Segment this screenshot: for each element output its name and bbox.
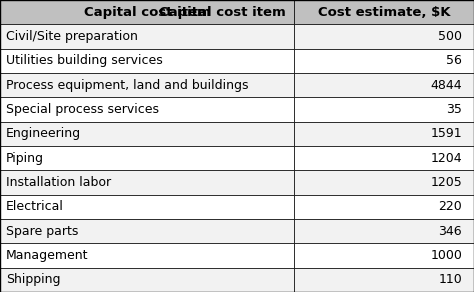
Text: Utilities building services: Utilities building services bbox=[6, 54, 163, 67]
FancyBboxPatch shape bbox=[0, 195, 294, 219]
FancyBboxPatch shape bbox=[294, 146, 474, 170]
FancyBboxPatch shape bbox=[294, 97, 474, 122]
FancyBboxPatch shape bbox=[0, 146, 294, 170]
Text: Capital cost item: Capital cost item bbox=[83, 6, 210, 19]
Text: 1204: 1204 bbox=[430, 152, 462, 165]
Text: 346: 346 bbox=[438, 225, 462, 238]
FancyBboxPatch shape bbox=[294, 0, 474, 24]
FancyBboxPatch shape bbox=[0, 97, 294, 122]
FancyBboxPatch shape bbox=[294, 122, 474, 146]
FancyBboxPatch shape bbox=[0, 73, 294, 97]
Text: Process equipment, land and buildings: Process equipment, land and buildings bbox=[6, 79, 248, 92]
FancyBboxPatch shape bbox=[0, 0, 294, 24]
Text: 4844: 4844 bbox=[430, 79, 462, 92]
Text: 500: 500 bbox=[438, 30, 462, 43]
Text: 220: 220 bbox=[438, 200, 462, 213]
Text: 35: 35 bbox=[447, 103, 462, 116]
Text: Civil/Site preparation: Civil/Site preparation bbox=[6, 30, 137, 43]
Text: Engineering: Engineering bbox=[6, 127, 81, 140]
FancyBboxPatch shape bbox=[294, 243, 474, 268]
FancyBboxPatch shape bbox=[0, 49, 294, 73]
FancyBboxPatch shape bbox=[0, 243, 294, 268]
FancyBboxPatch shape bbox=[294, 219, 474, 243]
FancyBboxPatch shape bbox=[294, 24, 474, 49]
Text: Special process services: Special process services bbox=[6, 103, 159, 116]
FancyBboxPatch shape bbox=[294, 49, 474, 73]
Text: 1205: 1205 bbox=[430, 176, 462, 189]
FancyBboxPatch shape bbox=[0, 170, 294, 195]
Text: Cost estimate, $K: Cost estimate, $K bbox=[318, 6, 450, 19]
FancyBboxPatch shape bbox=[0, 268, 294, 292]
Text: Management: Management bbox=[6, 249, 88, 262]
Text: Spare parts: Spare parts bbox=[6, 225, 78, 238]
FancyBboxPatch shape bbox=[0, 122, 294, 146]
FancyBboxPatch shape bbox=[294, 73, 474, 97]
Text: 56: 56 bbox=[447, 54, 462, 67]
FancyBboxPatch shape bbox=[294, 195, 474, 219]
Text: Capital cost item: Capital cost item bbox=[159, 6, 285, 19]
Text: Installation labor: Installation labor bbox=[6, 176, 111, 189]
Text: Electrical: Electrical bbox=[6, 200, 64, 213]
Text: 1591: 1591 bbox=[430, 127, 462, 140]
Text: 110: 110 bbox=[438, 273, 462, 286]
Text: Piping: Piping bbox=[6, 152, 44, 165]
FancyBboxPatch shape bbox=[294, 268, 474, 292]
FancyBboxPatch shape bbox=[0, 219, 294, 243]
Text: Shipping: Shipping bbox=[6, 273, 60, 286]
FancyBboxPatch shape bbox=[294, 170, 474, 195]
Text: 1000: 1000 bbox=[430, 249, 462, 262]
FancyBboxPatch shape bbox=[0, 24, 294, 49]
